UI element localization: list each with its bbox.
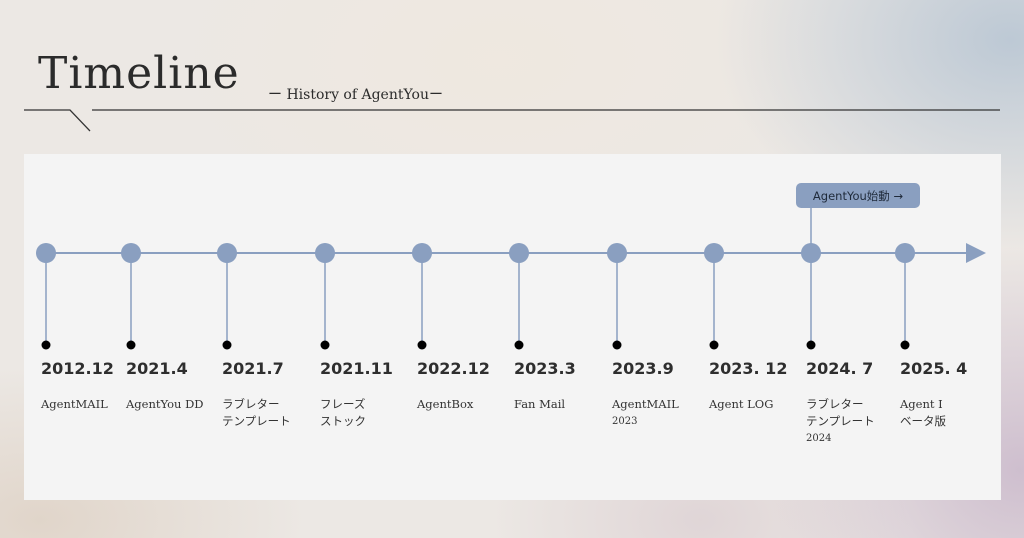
event-node [315,243,335,263]
event-dot [900,340,910,350]
event-label-line2: テンプレート [806,414,875,428]
event-label-line1: フレーズ [320,397,366,411]
event-date: 2012.12 [41,359,114,378]
event-date: 2022.12 [417,359,490,378]
event-label: Fan Mail [514,396,614,413]
event-dot [709,340,719,350]
event-label-line2: ベータ版 [900,414,946,428]
event-date: 2021.11 [320,359,393,378]
event-date: 2023. 12 [709,359,788,378]
event-label-year: 2024 [806,433,832,444]
event-label: AgentMAIL 2023 [612,396,712,430]
event-label-line1: ラブレター [806,397,864,411]
event-label-line1: Agent LOG [709,397,774,411]
event-date: 2023.3 [514,359,576,378]
event-label-line1: ラブレター [222,397,280,411]
underline-hook [24,109,91,132]
event-label: Agent LOG [709,396,809,413]
event-node [704,243,724,263]
event-dot [514,340,524,350]
page-subtitle: ー History of AgentYouー [268,87,443,103]
event-label: ラブレターテンプレート [222,396,322,430]
event-label-line1: AgentBox [417,397,474,411]
timeline-graphic [36,208,986,350]
event-date: 2024. 7 [806,359,874,378]
event-date: 2021.7 [222,359,284,378]
event-date: 2023.9 [612,359,674,378]
event-label-line2: テンプレート [222,414,291,428]
milestone-badge: AgentYou始動 → [796,183,920,208]
event-node [121,243,141,263]
event-dot [806,340,816,350]
event-label: ラブレターテンプレート 2024 [806,396,906,447]
event-node [36,243,56,263]
event-label-line1: AgentMAIL [612,397,679,411]
event-node [607,243,627,263]
event-label-line1: Agent I [900,397,943,411]
event-label-line2: ストック [320,414,366,428]
event-date: 2021.4 [126,359,188,378]
event-label-line1: AgentYou DD [126,397,204,411]
event-node [801,243,821,263]
event-dot [222,340,232,350]
event-label: Agent I ベータ版 [900,396,1000,430]
event-label: AgentYou DD [126,396,226,413]
event-date: 2025. 4 [900,359,968,378]
event-dot [41,340,51,350]
event-label: フレーズ ストック [320,396,420,430]
event-node [217,243,237,263]
timeline-panel: AgentYou始動 → 2012.12 AgentMAIL 2021.4 Agent… [24,154,1001,500]
event-label-year: 2023 [612,416,638,427]
event-node [895,243,915,263]
title-underline [24,109,1000,132]
event-dot [612,340,622,350]
event-label-line1: Fan Mail [514,397,566,411]
event-dot [320,340,330,350]
event-label-line1: AgentMAIL [41,397,108,411]
event-label: AgentMAIL [41,396,141,413]
event-dot [417,340,427,350]
event-label: AgentBox [417,396,517,413]
timeline-arrow-icon [966,243,986,263]
event-node [412,243,432,263]
page-title: Timeline [38,48,240,99]
event-node [509,243,529,263]
event-dot [126,340,136,350]
